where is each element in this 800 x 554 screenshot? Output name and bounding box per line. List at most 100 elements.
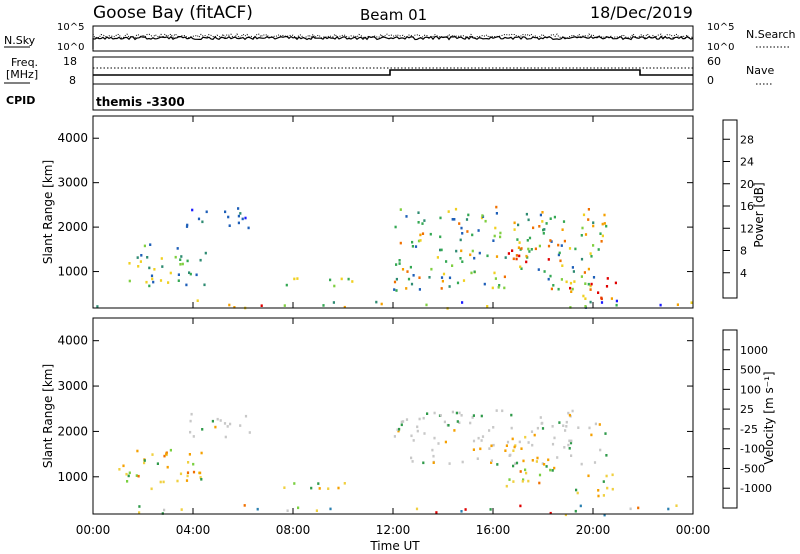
- power-y-ticks: 1000 2000 3000 4000: [57, 131, 693, 279]
- echo-cell: [398, 259, 401, 262]
- echo-cell: [558, 421, 561, 424]
- echo-cell: [547, 244, 551, 248]
- nave-tick-top: 60: [707, 55, 721, 68]
- range-tick-label: 4000: [57, 131, 88, 145]
- echo-cell: [453, 218, 456, 221]
- colorbar-tick-label: 16: [740, 200, 754, 213]
- echo-cell: [458, 411, 461, 415]
- echo-cell: [580, 462, 583, 466]
- echo-cell: [545, 465, 548, 468]
- echo-cell: [517, 246, 520, 249]
- echo-cell: [563, 446, 566, 449]
- echo-cell: [536, 456, 539, 460]
- echo-cell: [440, 276, 444, 279]
- range-tick-label: 2000: [57, 220, 88, 234]
- echo-cell: [447, 424, 450, 427]
- echo-cell: [513, 221, 516, 225]
- echo-cell: [515, 257, 518, 261]
- echo-cell: [513, 445, 516, 449]
- echo-cell: [533, 433, 536, 437]
- echo-cell: [176, 479, 179, 483]
- echo-cell: [568, 439, 571, 443]
- echo-cell: [541, 462, 544, 465]
- echo-cell: [514, 462, 517, 465]
- echo-cell: [402, 420, 405, 423]
- echo-cell: [522, 478, 525, 481]
- echo-cell: [127, 474, 130, 478]
- echo-cell: [422, 416, 425, 420]
- echo-cell: [477, 229, 480, 232]
- echo-cell: [400, 420, 403, 424]
- echo-cell: [494, 226, 497, 230]
- date-title: 18/Dec/2019: [590, 3, 693, 22]
- echo-cell: [490, 444, 493, 448]
- echo-cell: [583, 271, 586, 274]
- echo-cell: [442, 272, 446, 276]
- echo-cell: [337, 486, 340, 490]
- echo-cell: [439, 414, 442, 417]
- echo-cell: [437, 442, 440, 445]
- echo-cell: [439, 235, 442, 239]
- echo-cell: [149, 243, 152, 246]
- echo-cell: [637, 506, 640, 510]
- range-tick-label: 2000: [57, 424, 88, 438]
- echo-cell: [551, 469, 554, 472]
- echo-cell: [567, 443, 570, 447]
- echo-cell: [573, 280, 576, 283]
- echo-cell: [179, 258, 182, 261]
- echo-cell: [603, 222, 606, 225]
- echo-cell: [550, 287, 553, 291]
- echo-cell: [143, 244, 146, 248]
- echo-cell: [458, 222, 461, 225]
- echo-cell: [571, 287, 574, 291]
- echo-cell: [200, 478, 203, 481]
- echo-cell: [535, 460, 538, 463]
- echo-cell: [565, 280, 568, 284]
- echo-cell: [480, 414, 483, 418]
- echo-cell: [488, 429, 491, 432]
- echo-cell: [428, 276, 431, 279]
- echo-cell: [472, 439, 476, 443]
- echo-cell: [562, 424, 565, 427]
- echo-cell: [590, 282, 593, 286]
- echo-cell: [440, 248, 443, 252]
- echo-cell: [414, 245, 418, 248]
- echo-cell: [322, 304, 325, 307]
- echo-cell: [405, 215, 408, 218]
- echo-cell: [599, 448, 602, 452]
- echo-cell: [520, 447, 523, 450]
- echo-cell: [201, 428, 204, 431]
- echo-cell: [472, 414, 475, 417]
- echo-cell: [186, 474, 189, 478]
- echo-cell: [448, 276, 452, 280]
- nsky-tick-top: 10^5: [57, 22, 84, 33]
- echo-cell: [676, 303, 679, 306]
- echo-cell: [543, 270, 546, 273]
- echo-cell: [538, 225, 541, 228]
- echo-cell: [399, 208, 402, 211]
- echo-cell: [159, 279, 163, 282]
- echo-cell: [467, 213, 470, 217]
- echo-cell: [495, 212, 498, 215]
- echo-cell: [283, 486, 286, 489]
- echo-cell: [547, 458, 550, 462]
- echo-cell: [551, 442, 555, 446]
- echo-cell: [477, 436, 480, 440]
- echo-cell: [375, 300, 378, 304]
- echo-cell: [443, 420, 446, 424]
- nsky-label: N.Sky: [4, 34, 36, 47]
- echo-cell: [146, 256, 149, 259]
- echo-cell: [602, 480, 605, 483]
- echo-cell: [494, 277, 497, 280]
- echo-cell: [456, 420, 459, 423]
- echo-cell: [531, 443, 534, 447]
- echo-cell: [395, 277, 398, 281]
- echo-cell: [471, 249, 474, 253]
- power-colorbar: 28 24 20 16 12 8 4: [722, 119, 754, 299]
- echo-cell: [162, 480, 165, 484]
- echo-cell: [518, 241, 521, 244]
- echo-cell: [592, 244, 595, 247]
- echo-cell: [411, 245, 414, 248]
- echo-cell: [587, 208, 590, 211]
- echo-cell: [456, 281, 460, 285]
